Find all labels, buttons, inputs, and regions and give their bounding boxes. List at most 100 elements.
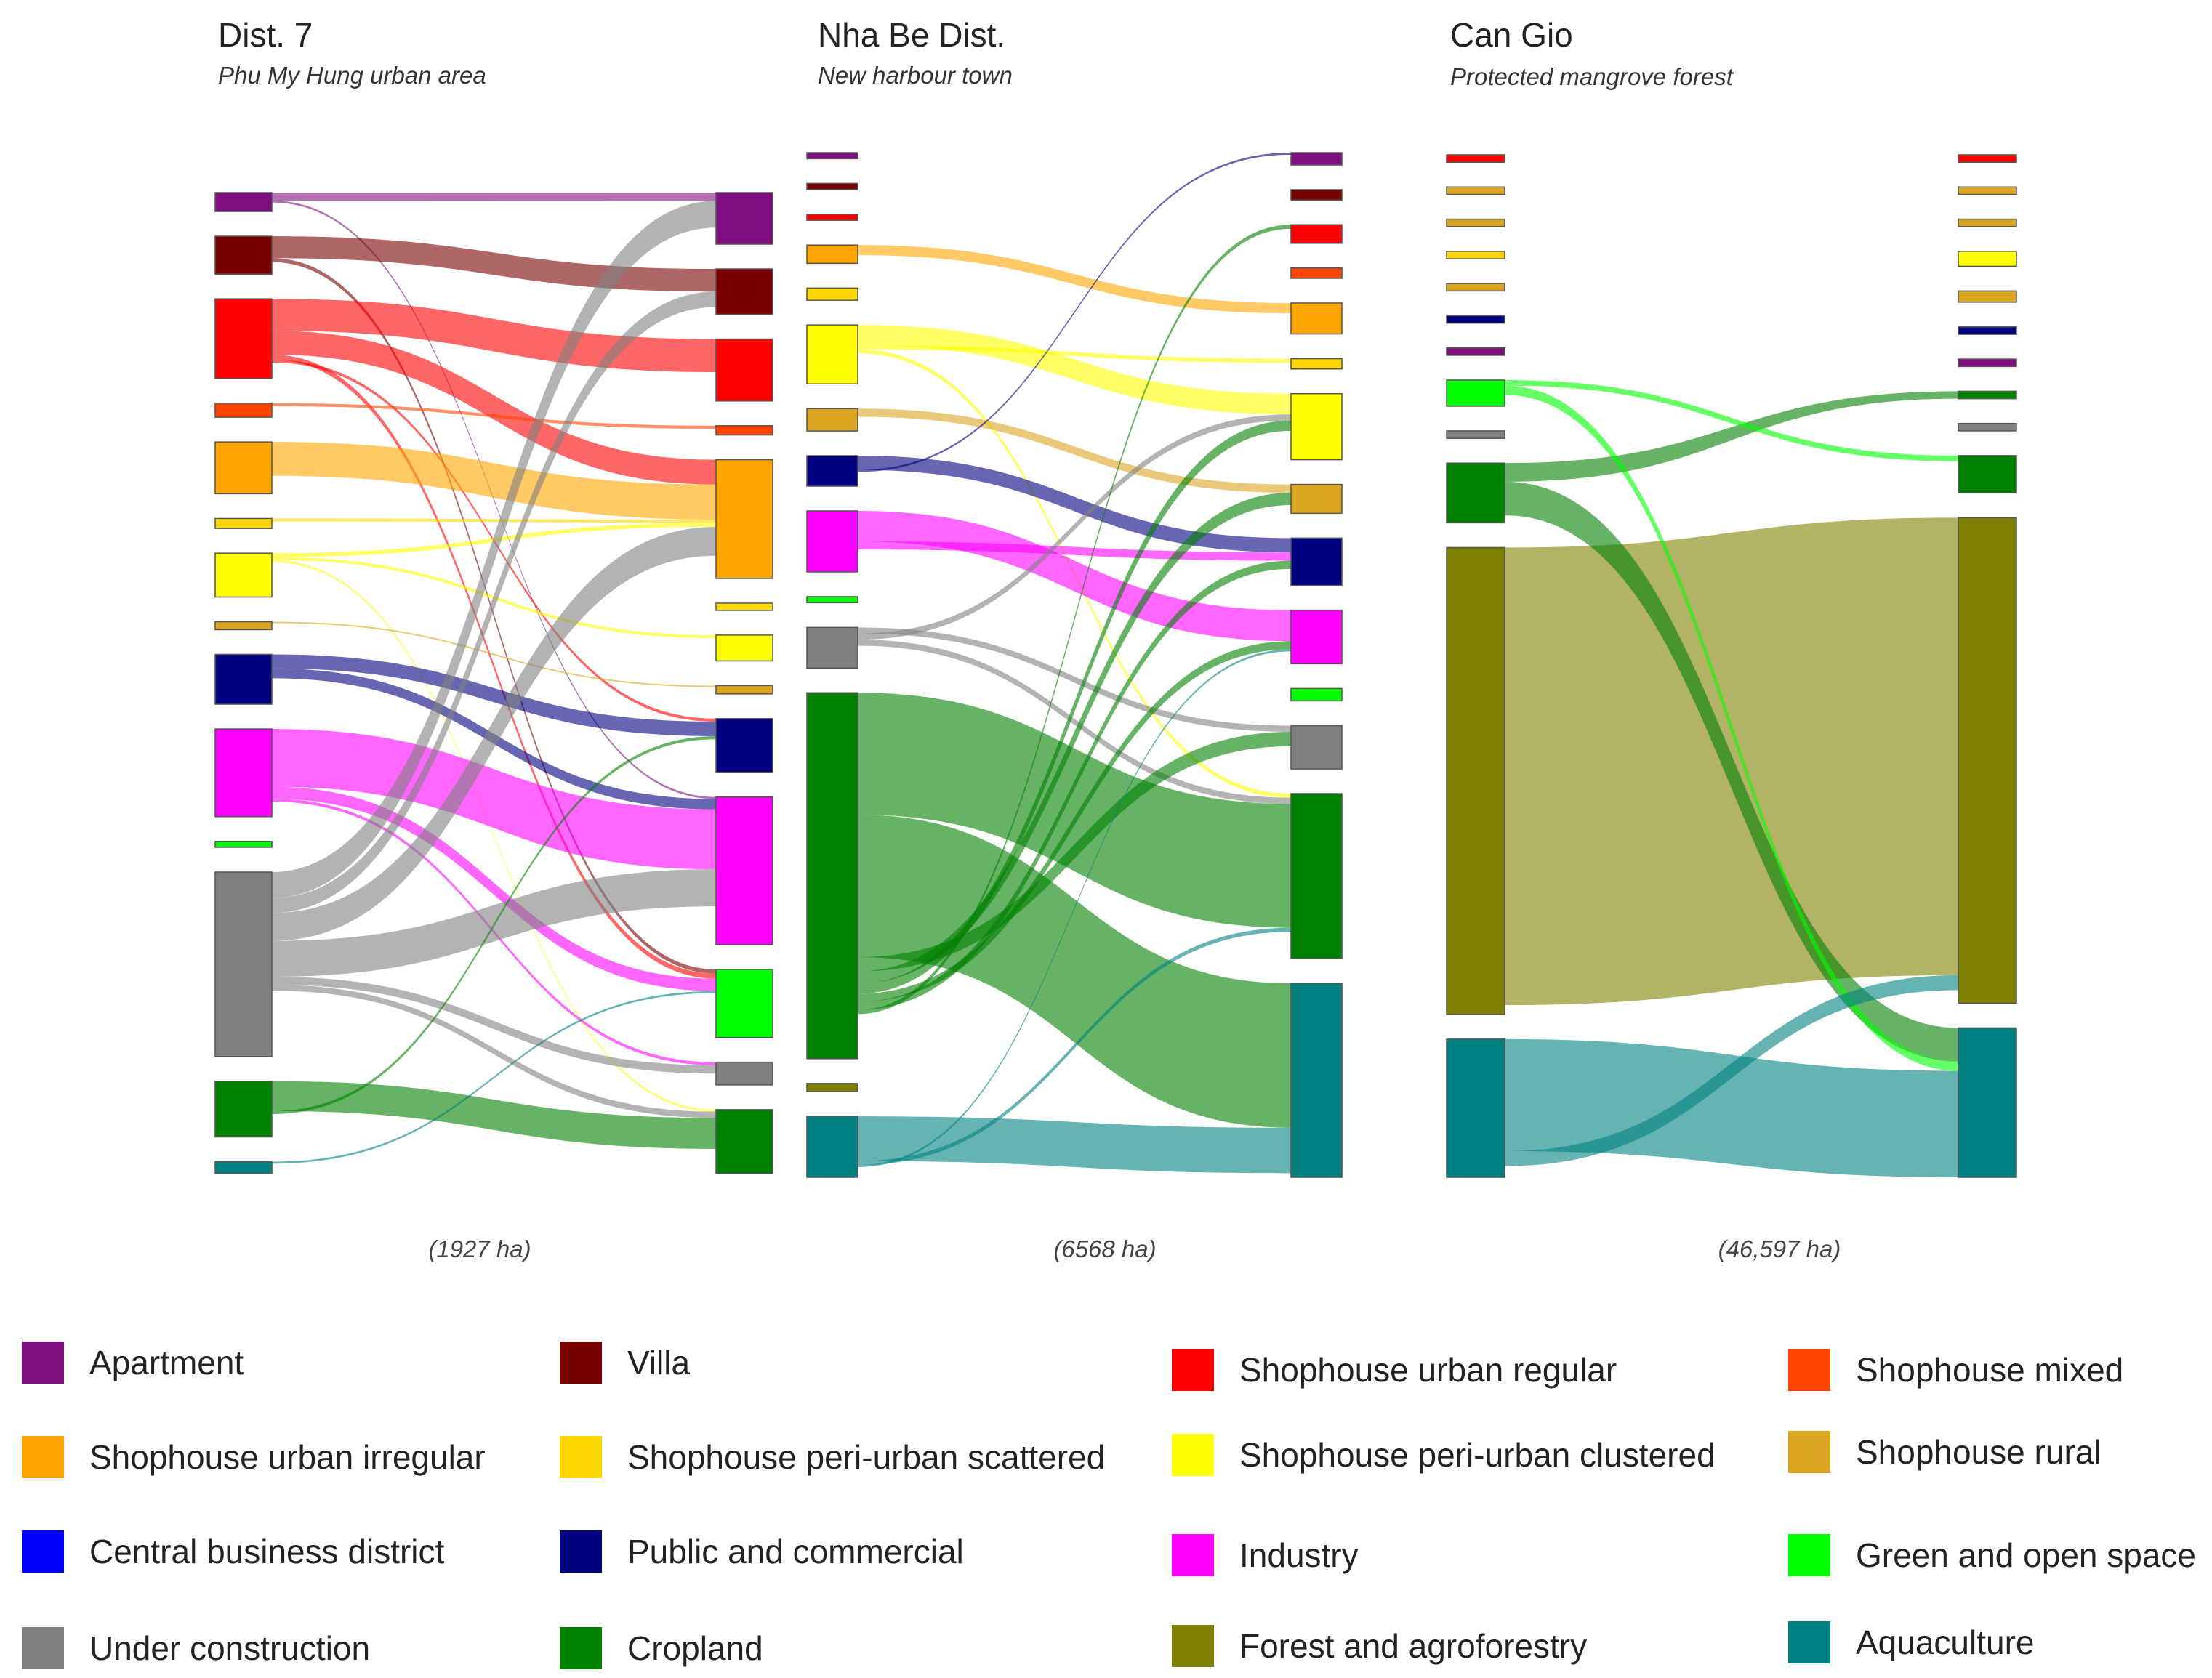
node-left-apartment [1446,347,1505,356]
flow-aquaculture-to-industry [858,649,1291,1168]
node-left-green-open-space [1446,379,1505,407]
flow-cropland-to-shophouse-rural [858,492,1291,984]
legend-swatch-central-business-district [22,1530,64,1573]
legend-label-public-commercial: Public and commercial [627,1533,964,1570]
panel-title-cangio: Can Gio [1450,16,1573,54]
flow-under-construction-to-apartment [272,201,716,898]
node-right-shophouse-rural [1290,483,1343,515]
node-right-cropland [715,1109,773,1174]
legend-swatch-shophouse-periurban-scattered [560,1436,602,1478]
node-left-under-construction [806,626,858,669]
node-left-forest-agroforestry [1446,546,1505,1015]
flow-cropland-to-public-commercial [272,735,716,1114]
panel-subtitle-nhabe: New harbour town [818,62,1013,89]
node-left-shophouse-periurban-scattered [214,517,273,529]
node-right-shophouse-mixed [715,425,773,436]
flow-under-construction-to-shophouse-urban-irregular [272,526,716,941]
legend-swatch-apartment [22,1342,64,1384]
legend-label-green-open-space: Green and open space [1856,1536,2197,1574]
node-right-shophouse-periurban-scattered [715,602,773,611]
flow-cropland-to-shophouse-periurban-clustered [858,420,1291,994]
node-right-shophouse-periurban-scattered [1290,358,1343,370]
node-right-cropland [1290,793,1343,959]
flow-aquaculture-to-aquaculture [858,1116,1291,1174]
legend-label-shophouse-periurban-clustered: Shophouse peri-urban clustered [1239,1436,1716,1474]
node-right-cropland [1958,390,2017,400]
node-right-shophouse-rural [715,685,773,695]
node-right-green-open-space [1290,687,1343,702]
flow-apartment-to-industry [272,200,716,799]
legend-label-shophouse-mixed: Shophouse mixed [1856,1351,2124,1389]
legend-label-central-business-district: Central business district [89,1533,445,1570]
panel-cangio: Can Gio Protected mangrove forest (46,59… [1446,16,2017,1262]
node-left-shophouse-urban-irregular [806,244,858,265]
flow-public-commercial-to-apartment [858,153,1291,472]
node-right-shophouse-urban-regular [1290,224,1343,244]
legend-swatch-public-commercial [560,1530,602,1573]
panel-nhabe: Nha Be Dist. New harbour town (6568 ha) [806,16,1343,1262]
node-left-aquaculture [214,1161,273,1174]
nodes-cangio [1446,154,2017,1178]
legend-item-public-commercial: Public and commercial [560,1530,964,1573]
legend-label-villa: Villa [627,1344,691,1381]
flow-cropland-to-aquaculture [1505,481,1958,1062]
panel-dist7: Dist. 7 Phu My Hung urban area (1927 ha) [214,16,773,1262]
node-left-cropland [214,1080,273,1138]
legend-swatch-shophouse-urban-irregular [22,1436,64,1478]
node-left-apartment [806,152,858,160]
node-left-villa [214,235,273,275]
flow-shophouse-periurban-clustered-to-cropland [272,560,716,1112]
flow-shophouse-urban-regular-to-green-open-space [272,354,716,979]
flow-cropland-to-cropland [1505,391,1958,482]
legend-label-aquaculture: Aquaculture [1856,1623,2035,1661]
flow-cropland-to-aquaculture [858,815,1291,1128]
flow-cropland-to-under-construction [858,731,1291,972]
legend-item-forest-agroforestry: Forest and agroforestry [1172,1624,1587,1668]
flow-shophouse-urban-irregular-to-shophouse-urban-irregular [272,442,716,520]
node-left-villa [806,182,858,190]
flow-cropland-to-cropland [858,693,1291,928]
node-left-shophouse-urban-regular [806,214,858,221]
legend-item-aquaculture: Aquaculture [1788,1621,2035,1664]
flow-shophouse-periurban-scattered-to-shophouse-urban-irregular [272,518,716,523]
node-left-public-commercial [1446,315,1505,324]
flow-aquaculture-to-forest-agroforestry [1505,975,1958,1166]
flow-shophouse-urban-regular-to-shophouse-urban-irregular [272,331,716,485]
node-left-green-open-space [214,841,273,848]
flow-cropland-to-cropland [272,1081,716,1149]
legend-swatch-cropland [560,1627,602,1669]
legend-label-shophouse-urban-regular: Shophouse urban regular [1239,1351,1617,1389]
legend-item-shophouse-urban-regular: Shophouse urban regular [1172,1348,1617,1392]
node-left-aquaculture [806,1116,858,1178]
flow-cropland-to-shophouse-urban-regular [858,225,1291,1015]
node-left-shophouse-urban-irregular [214,441,273,495]
node-right-apartment [1958,358,2017,368]
panel-subtitle-cangio: Protected mangrove forest [1450,63,1734,90]
node-left-public-commercial [214,653,273,705]
node-left-shophouse-periurban-scattered [806,287,858,301]
node-left-shophouse-rural [1446,186,1505,195]
flow-under-construction-to-villa [272,291,716,913]
node-right-forest-agroforestry [1958,517,2017,1004]
flow-under-construction-to-under-construction [272,977,716,1074]
flow-villa-to-green-open-space [272,258,716,974]
node-right-apartment [715,192,773,245]
flow-under-construction-to-shophouse-periurban-clustered [858,414,1291,640]
flow-cropland-to-industry [858,641,1291,1002]
node-left-aquaculture [1446,1038,1505,1178]
legend-item-shophouse-rural: Shophouse rural [1788,1430,2102,1474]
node-left-under-construction [214,871,273,1057]
legend-swatch-villa [560,1342,602,1384]
node-right-green-open-space [715,969,773,1038]
legend-swatch-shophouse-periurban-clustered [1172,1434,1214,1476]
legend-label-industry: Industry [1239,1536,1359,1574]
node-right-industry [715,796,773,945]
legend-label-under-construction: Under construction [89,1629,371,1667]
panel-area-nhabe: (6568 ha) [1053,1235,1156,1262]
panel-title-nhabe: Nha Be Dist. [818,16,1005,54]
legend-item-villa: Villa [560,1341,690,1384]
node-right-under-construction [1958,422,2017,432]
node-left-industry [806,510,858,573]
flow-under-construction-to-under-construction [858,627,1291,732]
flows-cangio [1505,379,1958,1177]
